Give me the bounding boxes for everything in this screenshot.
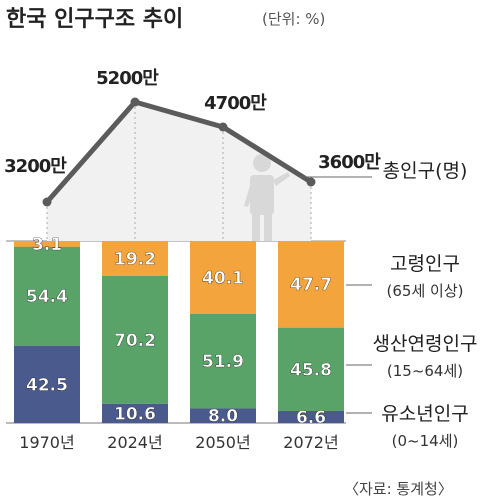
bar-segment [102, 241, 168, 276]
source-note: 〈자료: 통계청〉 [344, 480, 453, 498]
total-population-point [42, 197, 52, 207]
bars-layer [6, 240, 346, 423]
bar-segment [190, 313, 256, 409]
total-population-value-label: 3200만 [4, 156, 67, 177]
legend-label: 고령인구 [390, 253, 460, 275]
bar-value-label: 3.1 [32, 235, 62, 255]
legend-label: 유소년인구 [381, 403, 468, 425]
bar-value-label: 19.2 [114, 249, 156, 269]
legend-range-label: (65세 이상) [387, 282, 464, 300]
unit-note: (단위: %) [262, 10, 325, 28]
bar-segment [14, 246, 80, 346]
total-population-value-label: 4700만 [204, 93, 267, 114]
bar-segment [102, 275, 168, 404]
bar-value-label: 40.1 [202, 268, 244, 288]
total-population-value-label: 3600만 [318, 152, 381, 173]
bar-value-label: 10.6 [114, 404, 156, 424]
bar-segment [190, 408, 256, 423]
labels-layer: 3200만 5200만 4700만 3600만 42.5 54.4 3.1 1970년 10.6… [4, 68, 477, 452]
bar-value-label: 45.8 [290, 360, 332, 380]
total-population-point [218, 122, 228, 132]
bar-segment [190, 241, 256, 314]
total-population-line [45, 99, 313, 204]
person-icon [244, 154, 290, 241]
bar-value-label: 8.0 [208, 407, 238, 427]
legend-range-label: (15~64세) [387, 362, 463, 380]
bar-segment [278, 240, 344, 328]
x-tick-label: 1970년 [19, 433, 74, 452]
bar-value-label: 47.7 [290, 275, 332, 295]
bar-segment [14, 241, 80, 247]
bar-segment [278, 410, 344, 423]
total-population-point [130, 97, 140, 107]
bar-value-label: 42.5 [26, 375, 68, 395]
bar-value-label: 51.9 [202, 352, 244, 372]
x-tick-label: 2072년 [283, 433, 338, 452]
legend-label: 총인구(명) [383, 160, 468, 182]
bar-value-label: 54.4 [26, 287, 68, 307]
total-population-value-label: 5200만 [96, 68, 159, 89]
bar-value-label: 6.6 [296, 408, 326, 428]
legend-range-label: (0~14세) [392, 432, 459, 450]
legend-label: 생산연령인구 [373, 333, 478, 355]
bar-value-label: 70.2 [114, 331, 156, 351]
bar-segment [278, 327, 344, 411]
chart-title: 한국 인구구조 추이 [6, 7, 183, 32]
total-population-point [306, 177, 316, 187]
total-population-layer [42, 97, 316, 241]
bar-segment [14, 345, 80, 423]
x-tick-label: 2024년 [107, 433, 162, 452]
bar-segment [102, 403, 168, 423]
x-tick-label: 2050년 [195, 433, 250, 452]
